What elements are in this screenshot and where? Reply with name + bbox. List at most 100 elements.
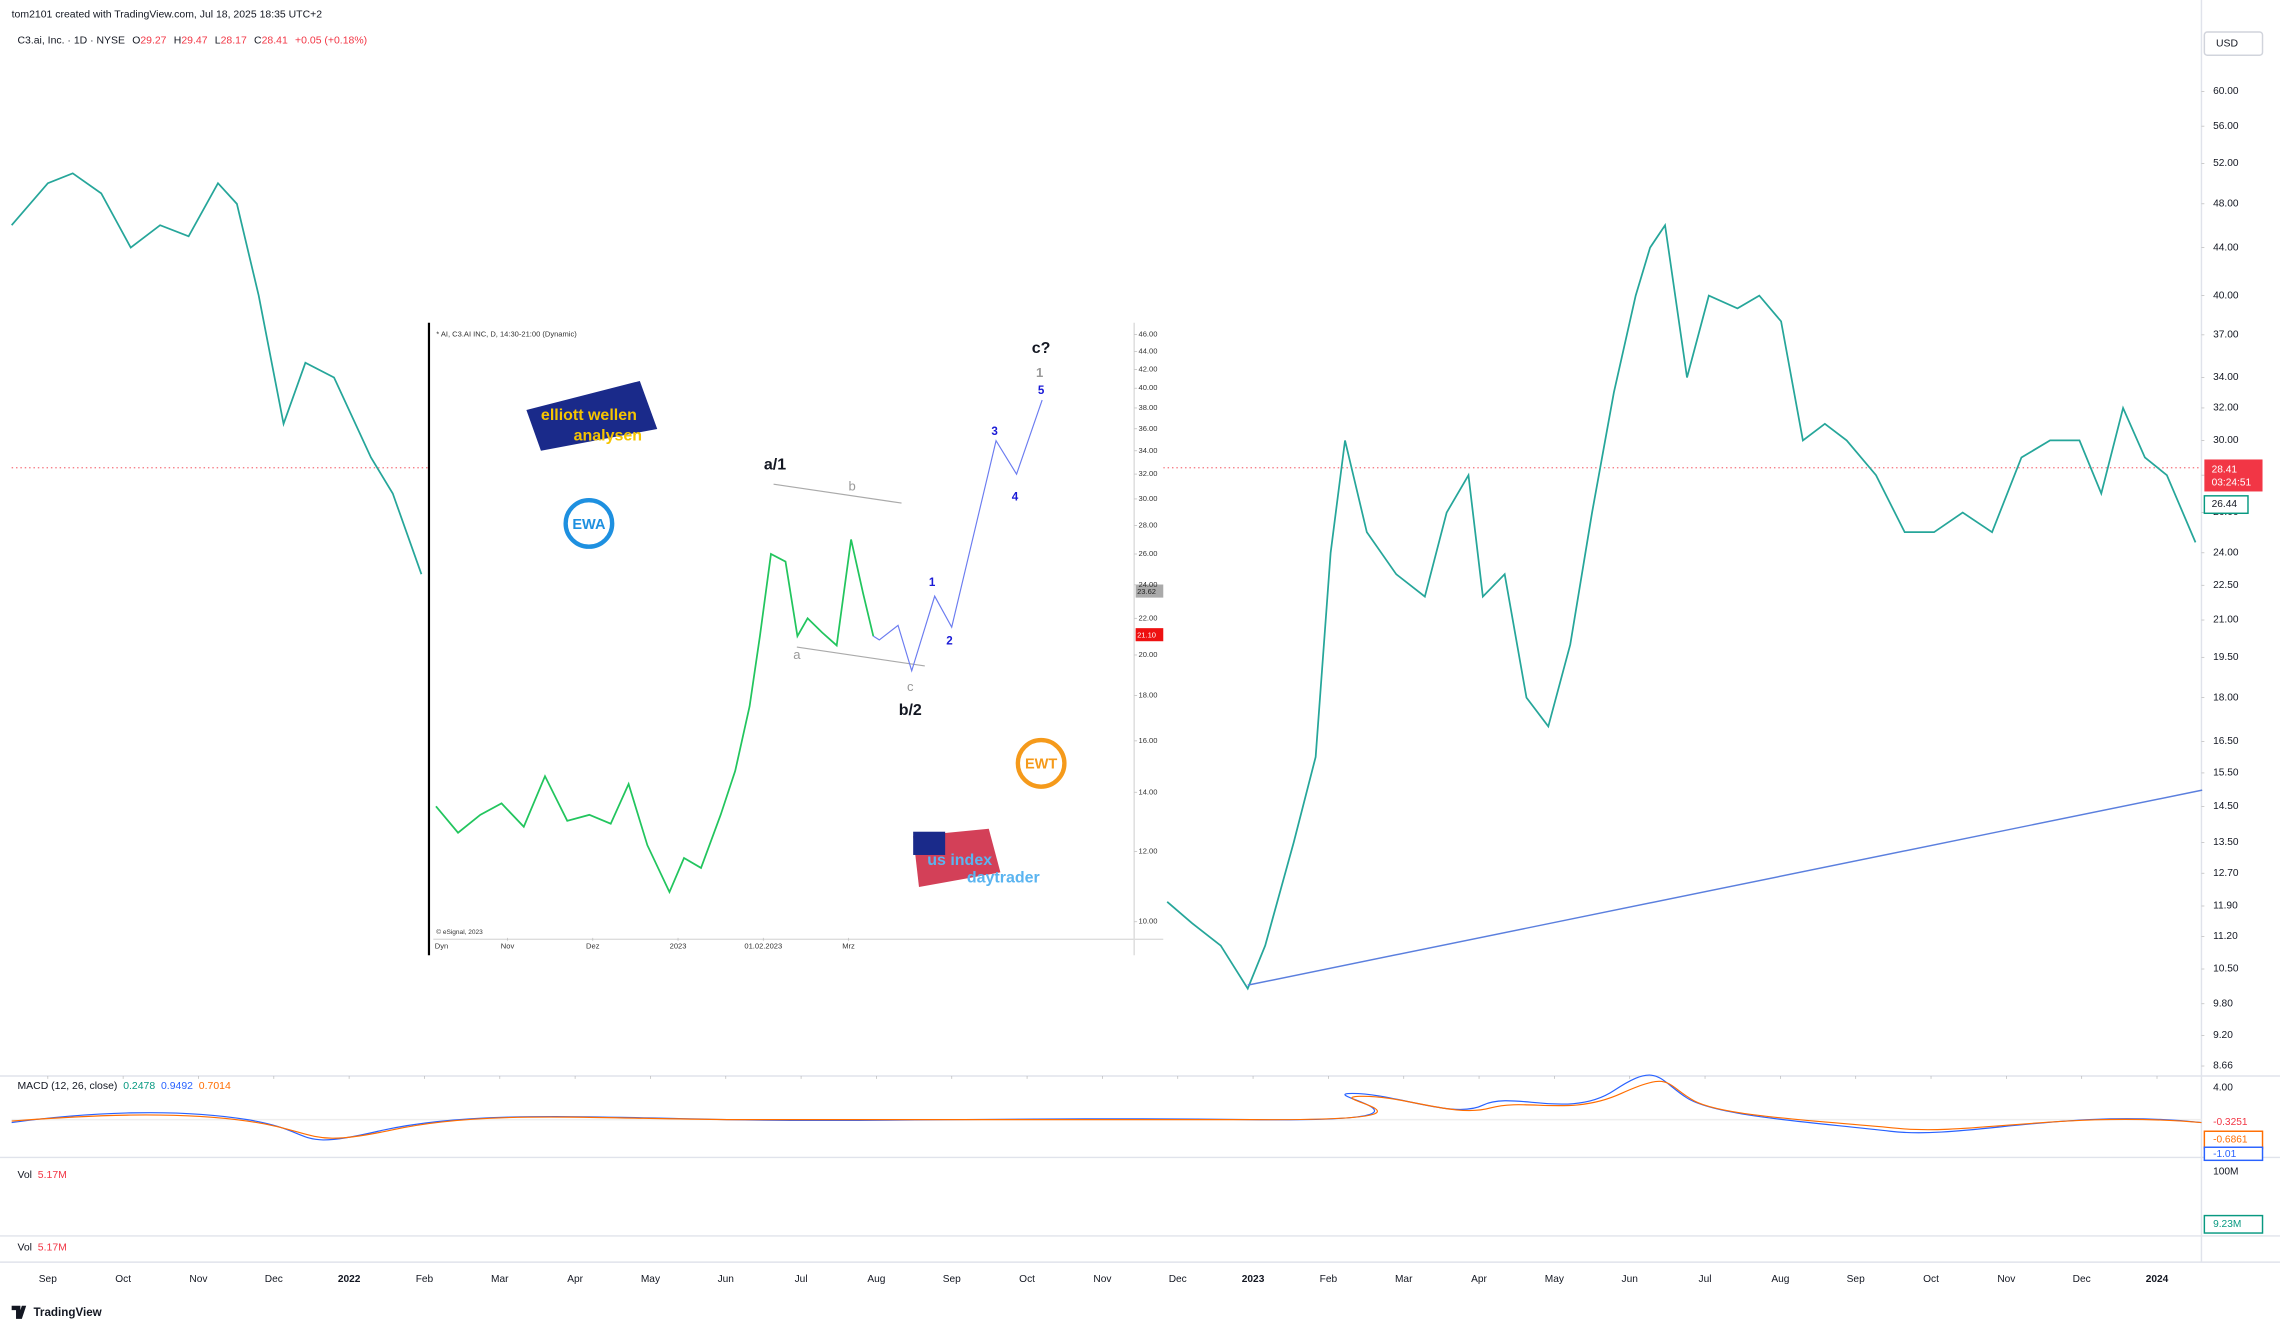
x-tick-label: 2023 [1242,1274,1265,1285]
currency-box[interactable] [2203,31,2264,56]
macd-tag: -0.6861 [2213,1135,2248,1146]
x-tick-label: May [1545,1274,1565,1285]
price-line [435,539,875,895]
y-tick-label: 11.90 [2213,901,2238,912]
y-tick-label: 30.00 [1139,494,1158,503]
x-tick-label: May [641,1274,661,1285]
logo-text: elliott wellen [541,407,637,424]
y-tick-label: 44.00 [1139,347,1158,356]
x-tick-label: Dez [586,942,600,951]
currency: USD [2216,38,2239,49]
x-tick-label: Feb [1320,1274,1338,1285]
x-tick-label: Aug [1771,1274,1789,1285]
y-tick-label: 15.50 [2213,768,2239,779]
logo-flag [913,831,946,855]
y-tick-label: 11.20 [2213,931,2238,942]
wave-label: 2 [946,634,952,647]
inset-dyn: Dyn [435,942,448,951]
y-tick-label: 18.00 [2213,692,2239,703]
x-tick-label: 2022 [338,1274,361,1285]
inset-price-tag: 23.62 [1137,587,1156,596]
x-tick-label: Nov [189,1274,208,1285]
y-tick-label: 16.50 [2213,736,2239,747]
volume-value: 5.17M [38,1170,67,1181]
volume-legend: Vol 5.17M [17,1242,66,1253]
logo-text: EWA [572,517,606,533]
y-tick-label: 32.00 [2213,403,2239,414]
y-tick-label: 20.00 [1139,650,1158,659]
price-pane: 60.0056.0052.0048.0044.0040.0037.0034.00… [10,86,2239,1285]
y-tick-label: 12.70 [2213,868,2239,879]
x-tick-label: Oct [1923,1274,1939,1285]
wave-label: 1 [1036,365,1043,380]
open: 29.27 [140,35,166,46]
wave-label: 3 [991,425,998,438]
volume-tag: 9.23M [2213,1219,2241,1230]
x-tick-label: Oct [115,1274,131,1285]
x-tick-label: Apr [1471,1274,1487,1285]
close-label: C [254,35,262,46]
y-tick-label: 19.50 [2213,652,2239,663]
prev-close-tag: 26.44 [2212,499,2238,510]
x-tick-label: Nov [501,942,515,951]
prev-close-box [2203,495,2249,515]
macd-hist: 0.2478 [123,1081,155,1092]
x-tick-label: Aug [867,1274,885,1285]
footer-logo [11,1305,27,1319]
y-tick-label: 44.00 [2213,242,2239,253]
inset-copyright: © eSignal, 2023 [436,928,483,936]
close: 28.41 [262,35,288,46]
y-tick-label: 36.00 [1139,424,1158,433]
y-tick-label: 21.00 [2213,615,2239,626]
x-tick-label: Jun [718,1274,734,1285]
macd-line [11,1074,2202,1141]
y-tick-label: 22.00 [1139,613,1158,622]
y-tick-label: 48.00 [2213,198,2239,209]
wave-label: c? [1032,340,1051,357]
volume-tag-box [2203,1214,2264,1234]
x-tick-label: Sep [943,1274,961,1285]
inset-price-box [1135,628,1164,642]
high: 29.47 [181,35,207,46]
y-tick-label: 16.00 [1139,736,1158,745]
x-tick-label: Dec [1169,1274,1187,1285]
last-price-tag: 28.41 [2212,464,2238,475]
y-tick-label: 18.00 [1139,691,1158,700]
y-tick-label: 10.00 [1139,917,1158,926]
wave-label: a [793,647,801,662]
wave-label: 1 [929,576,936,589]
price-line [10,172,2197,991]
x-tick-label: Nov [1093,1274,1112,1285]
logo-text: analysen [574,427,642,444]
y-tick-label: 14.00 [1139,787,1158,796]
y-tick-label: 9.80 [2213,998,2233,1009]
change: +0.05 (+0.18%) [295,35,367,46]
x-tick-label: Jul [1699,1274,1712,1285]
credit: tom2101 created with TradingView.com, Ju… [12,9,323,20]
logo-shape [526,380,658,451]
footer-brand: TradingView [33,1306,102,1319]
inset-price-tag: 21.10 [1137,630,1156,639]
x-tick-label: Feb [416,1274,434,1285]
y-tick-label: 60.00 [2213,86,2239,97]
signal-line [11,1080,2202,1139]
y-tick-label: 32.00 [1139,469,1158,478]
channel-line [796,646,925,667]
x-tick-label: Sep [1847,1274,1865,1285]
x-tick-label: 2023 [670,942,687,951]
y-tick-label: 52.00 [2213,158,2239,169]
y-tick-label: 56.00 [2213,121,2239,132]
y-tick-label: 22.50 [2213,580,2239,591]
channel-line [773,483,902,504]
wave-projection [873,399,1043,673]
x-tick-label: Sep [39,1274,57,1285]
macd-value: 0.9492 [161,1081,193,1092]
wave-label: b/2 [899,702,922,719]
inset-caption: * AI, C3.AI INC, D, 14:30-21:00 (Dynamic… [436,329,577,338]
volume-label: Vol [17,1170,32,1181]
macd-tag-box [2203,1146,2264,1162]
x-tick-label: Mar [491,1274,509,1285]
volume-value: 5.17M [38,1242,67,1253]
